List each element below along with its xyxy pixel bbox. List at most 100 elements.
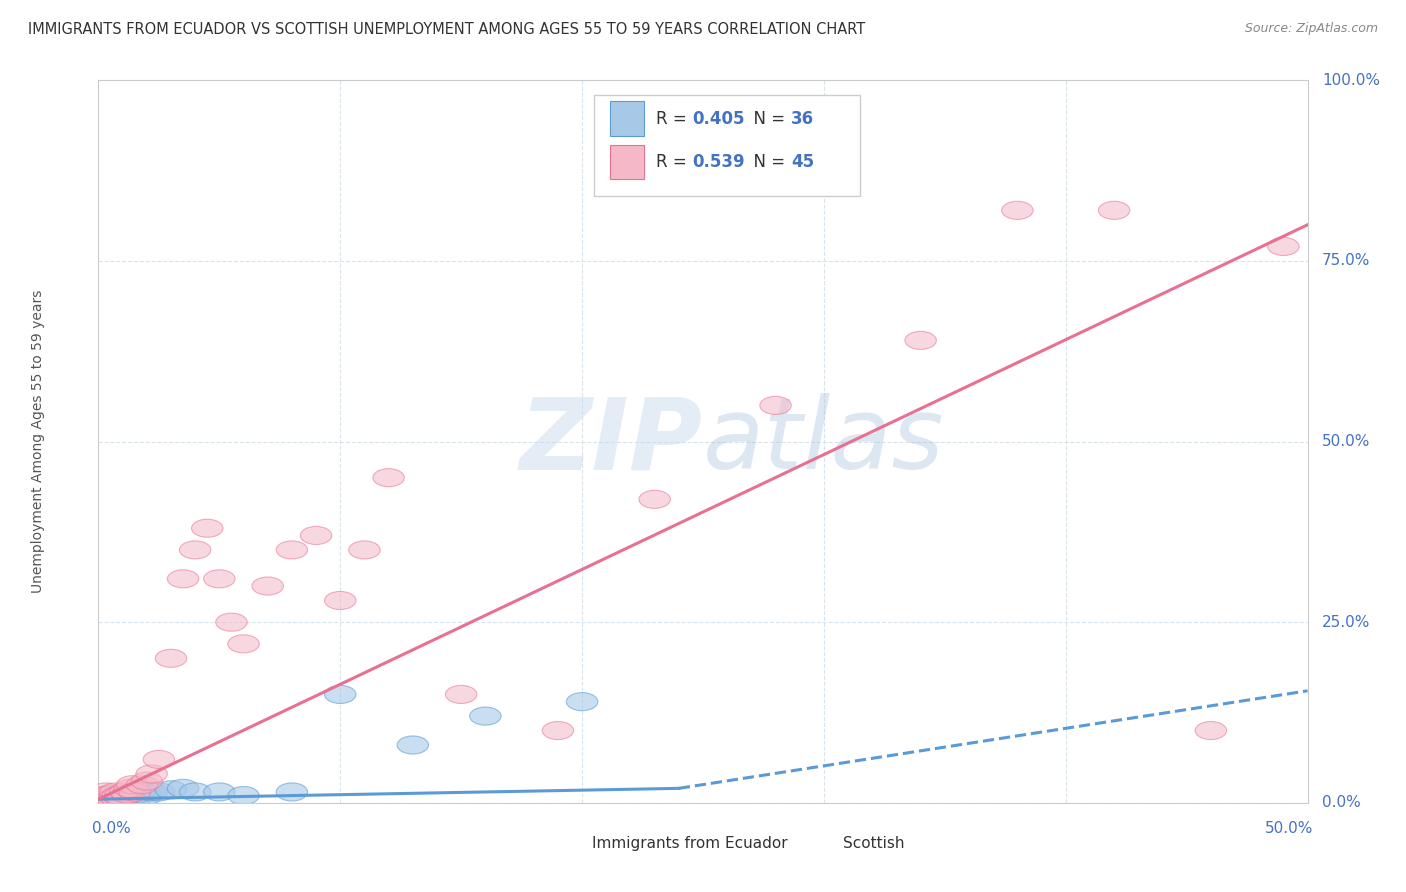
Ellipse shape bbox=[543, 722, 574, 739]
Ellipse shape bbox=[301, 526, 332, 544]
Ellipse shape bbox=[110, 783, 141, 801]
Text: 45: 45 bbox=[792, 153, 814, 171]
Text: Unemployment Among Ages 55 to 59 years: Unemployment Among Ages 55 to 59 years bbox=[31, 290, 45, 593]
Ellipse shape bbox=[107, 790, 138, 808]
Text: 0.539: 0.539 bbox=[692, 153, 745, 171]
Ellipse shape bbox=[252, 577, 284, 595]
Ellipse shape bbox=[107, 790, 138, 808]
Text: 0.0%: 0.0% bbox=[1322, 796, 1361, 810]
Ellipse shape bbox=[143, 750, 174, 769]
Ellipse shape bbox=[97, 790, 129, 808]
Text: R =: R = bbox=[655, 153, 692, 171]
Ellipse shape bbox=[100, 788, 131, 806]
Ellipse shape bbox=[228, 635, 259, 653]
Text: 75.0%: 75.0% bbox=[1322, 253, 1371, 268]
Ellipse shape bbox=[94, 790, 127, 808]
Text: N =: N = bbox=[742, 153, 790, 171]
Ellipse shape bbox=[127, 776, 157, 794]
FancyBboxPatch shape bbox=[810, 832, 837, 855]
Ellipse shape bbox=[180, 541, 211, 559]
Ellipse shape bbox=[567, 692, 598, 711]
Ellipse shape bbox=[93, 790, 124, 808]
Ellipse shape bbox=[136, 783, 167, 801]
Ellipse shape bbox=[103, 788, 134, 806]
Ellipse shape bbox=[87, 788, 120, 806]
Ellipse shape bbox=[100, 787, 131, 805]
Text: 25.0%: 25.0% bbox=[1322, 615, 1371, 630]
Text: Scottish: Scottish bbox=[844, 837, 905, 852]
Ellipse shape bbox=[905, 331, 936, 350]
Ellipse shape bbox=[470, 707, 501, 725]
Ellipse shape bbox=[104, 787, 136, 805]
Ellipse shape bbox=[110, 788, 141, 806]
Ellipse shape bbox=[117, 788, 148, 806]
Ellipse shape bbox=[103, 787, 134, 805]
Ellipse shape bbox=[87, 790, 120, 808]
Ellipse shape bbox=[136, 764, 167, 783]
Ellipse shape bbox=[90, 790, 121, 808]
FancyBboxPatch shape bbox=[595, 95, 860, 196]
Ellipse shape bbox=[396, 736, 429, 754]
Text: 36: 36 bbox=[792, 110, 814, 128]
Ellipse shape bbox=[120, 783, 150, 801]
Ellipse shape bbox=[276, 541, 308, 559]
Text: 0.405: 0.405 bbox=[692, 110, 745, 128]
Ellipse shape bbox=[100, 790, 131, 808]
Ellipse shape bbox=[90, 790, 121, 808]
Ellipse shape bbox=[86, 790, 117, 808]
Ellipse shape bbox=[167, 570, 198, 588]
Ellipse shape bbox=[111, 785, 143, 803]
Ellipse shape bbox=[759, 396, 792, 415]
Ellipse shape bbox=[127, 783, 157, 801]
Ellipse shape bbox=[155, 649, 187, 667]
Ellipse shape bbox=[131, 772, 163, 790]
Ellipse shape bbox=[180, 783, 211, 801]
Ellipse shape bbox=[107, 787, 138, 805]
Ellipse shape bbox=[191, 519, 224, 537]
Ellipse shape bbox=[94, 790, 127, 808]
Ellipse shape bbox=[638, 491, 671, 508]
Ellipse shape bbox=[86, 790, 117, 808]
Text: 50.0%: 50.0% bbox=[1265, 821, 1313, 836]
Ellipse shape bbox=[90, 783, 121, 801]
Ellipse shape bbox=[121, 785, 153, 803]
Ellipse shape bbox=[97, 790, 129, 808]
Text: Immigrants from Ecuador: Immigrants from Ecuador bbox=[592, 837, 787, 852]
Ellipse shape bbox=[373, 468, 405, 487]
Ellipse shape bbox=[204, 570, 235, 588]
Ellipse shape bbox=[93, 790, 124, 808]
Ellipse shape bbox=[114, 780, 146, 797]
Text: R =: R = bbox=[655, 110, 692, 128]
Ellipse shape bbox=[228, 787, 259, 805]
Ellipse shape bbox=[155, 780, 187, 799]
Ellipse shape bbox=[117, 776, 148, 794]
Ellipse shape bbox=[103, 790, 134, 808]
Ellipse shape bbox=[87, 787, 120, 805]
Text: ZIP: ZIP bbox=[520, 393, 703, 490]
Ellipse shape bbox=[104, 790, 136, 808]
Ellipse shape bbox=[446, 685, 477, 704]
Ellipse shape bbox=[325, 591, 356, 609]
Ellipse shape bbox=[325, 685, 356, 704]
Text: 100.0%: 100.0% bbox=[1322, 73, 1381, 87]
Ellipse shape bbox=[111, 790, 143, 808]
Ellipse shape bbox=[114, 787, 146, 805]
Ellipse shape bbox=[167, 780, 198, 797]
Ellipse shape bbox=[90, 787, 121, 805]
Ellipse shape bbox=[143, 783, 174, 801]
Ellipse shape bbox=[1195, 722, 1226, 739]
Ellipse shape bbox=[349, 541, 380, 559]
Ellipse shape bbox=[204, 783, 235, 801]
Ellipse shape bbox=[276, 783, 308, 801]
Ellipse shape bbox=[1001, 202, 1033, 219]
Text: Source: ZipAtlas.com: Source: ZipAtlas.com bbox=[1244, 22, 1378, 36]
Text: 0.0%: 0.0% bbox=[93, 821, 131, 836]
Ellipse shape bbox=[1268, 237, 1299, 255]
Text: atlas: atlas bbox=[703, 393, 945, 490]
Ellipse shape bbox=[120, 790, 150, 808]
Ellipse shape bbox=[1098, 202, 1130, 219]
Ellipse shape bbox=[94, 785, 127, 803]
Ellipse shape bbox=[87, 790, 120, 808]
Text: N =: N = bbox=[742, 110, 790, 128]
Ellipse shape bbox=[94, 787, 127, 805]
